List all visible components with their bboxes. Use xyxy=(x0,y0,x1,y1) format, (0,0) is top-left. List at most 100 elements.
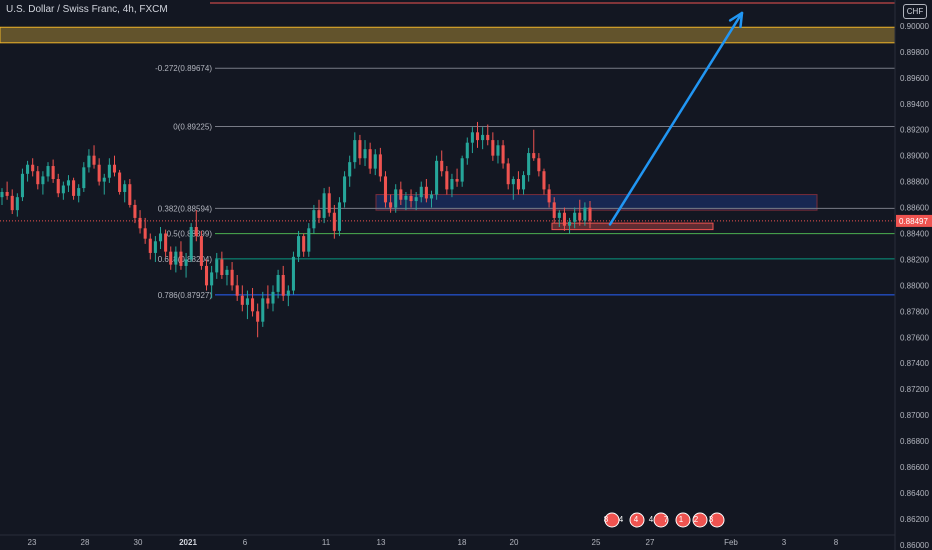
supply-zone xyxy=(375,194,818,211)
projection-arrow-layer[interactable] xyxy=(608,11,744,226)
candle xyxy=(491,140,495,156)
price-tick: 0.88800 xyxy=(900,178,929,187)
candle xyxy=(291,256,295,291)
candle xyxy=(107,164,111,178)
candle xyxy=(5,191,9,196)
candle xyxy=(445,171,449,190)
candle xyxy=(516,179,520,190)
fibonacci-retracement[interactable]: -0.272(0.89674) 0(0.89225) 0.382(0.88594) 0… xyxy=(155,64,895,300)
candle xyxy=(424,186,428,199)
candle xyxy=(240,295,244,305)
fib-label: -0.272(0.89674) xyxy=(155,64,212,73)
time-tick: 23 xyxy=(28,538,37,547)
candle xyxy=(123,184,127,192)
candle xyxy=(66,180,71,186)
fib-label: 0.382(0.88594) xyxy=(158,204,213,213)
price-tick: 0.87400 xyxy=(900,359,929,368)
current-price-badge xyxy=(896,214,932,227)
event-badge-label: 4 xyxy=(649,515,654,524)
candle xyxy=(41,176,45,185)
candle xyxy=(82,167,86,189)
time-tick: 18 xyxy=(458,538,467,547)
zones-layer xyxy=(0,2,896,231)
event-badge-label: 3 xyxy=(709,515,714,524)
candle xyxy=(496,145,500,156)
candle xyxy=(266,298,270,304)
candles-layer xyxy=(0,121,592,338)
candle xyxy=(133,204,137,218)
arrow-head xyxy=(728,11,744,29)
candle xyxy=(404,195,408,200)
price-tick: 0.88000 xyxy=(900,281,929,290)
time-tick: 25 xyxy=(592,538,601,547)
candle xyxy=(368,149,372,169)
candle xyxy=(87,155,91,168)
candle xyxy=(332,212,336,231)
candle xyxy=(210,272,214,286)
candle xyxy=(153,241,157,253)
candle xyxy=(148,238,152,253)
demand-zone xyxy=(551,222,714,231)
candle xyxy=(429,194,434,199)
price-tick: 0.86800 xyxy=(900,437,929,446)
event-badge-label: 7 xyxy=(664,515,669,524)
chart-title: U.S. Dollar / Swiss Franc, 4h, FXCM xyxy=(6,4,168,15)
projection-arrow xyxy=(608,11,744,226)
candle xyxy=(542,171,546,190)
candle xyxy=(583,207,587,221)
candle xyxy=(92,155,96,165)
candle xyxy=(440,160,444,172)
candle xyxy=(184,259,188,266)
price-tick: 0.87800 xyxy=(900,307,929,316)
event-badge-icon xyxy=(675,512,691,528)
candle xyxy=(230,269,234,286)
candle xyxy=(245,298,249,305)
candle xyxy=(56,179,60,194)
event-badge-icon xyxy=(629,512,645,528)
candle xyxy=(281,275,285,296)
candle xyxy=(394,189,398,208)
candle xyxy=(194,227,198,237)
candle xyxy=(15,197,19,211)
price-tick: 0.88400 xyxy=(900,229,929,238)
time-tick: 28 xyxy=(81,538,90,547)
candle xyxy=(312,210,316,229)
event-badges[interactable]: 8 4 4 4 7 1 2 3 xyxy=(604,512,725,528)
price-tick: 0.87200 xyxy=(900,385,929,394)
candle xyxy=(419,186,423,198)
candle xyxy=(475,132,480,141)
candle xyxy=(220,259,224,275)
candle xyxy=(46,166,50,177)
candle xyxy=(307,228,311,252)
candle xyxy=(0,191,4,198)
price-tick: 0.87600 xyxy=(900,333,929,342)
candle xyxy=(378,154,382,177)
candle xyxy=(10,195,14,211)
candle xyxy=(588,207,592,221)
candle xyxy=(460,158,464,182)
price-axis[interactable]: 0.90000 0.89800 0.89600 0.89400 0.89200 0.890… xyxy=(894,0,932,550)
candle xyxy=(317,210,321,218)
candle xyxy=(215,259,219,273)
candle xyxy=(343,176,347,203)
candle xyxy=(276,275,280,292)
candle xyxy=(51,166,55,180)
fib-label: 0.786(0.87927) xyxy=(158,291,213,300)
candle xyxy=(169,251,173,265)
price-tick: 0.86200 xyxy=(900,515,929,524)
candle xyxy=(578,212,582,221)
candle xyxy=(297,236,301,257)
candle xyxy=(373,154,377,169)
time-axis[interactable]: 23 28 30 2021 6 11 13 18 20 25 27 Feb 3 8 xyxy=(0,534,895,547)
event-badge-label: 4 xyxy=(619,515,624,524)
time-tick: 3 xyxy=(782,538,787,547)
time-tick: 13 xyxy=(377,538,386,547)
candle xyxy=(256,311,260,322)
currency-badge[interactable]: CHF xyxy=(903,4,927,19)
price-tick: 0.89400 xyxy=(900,100,929,109)
event-badge-label: 4 xyxy=(634,515,639,524)
candle xyxy=(72,180,76,196)
candle xyxy=(26,164,30,174)
time-tick: 30 xyxy=(134,538,143,547)
